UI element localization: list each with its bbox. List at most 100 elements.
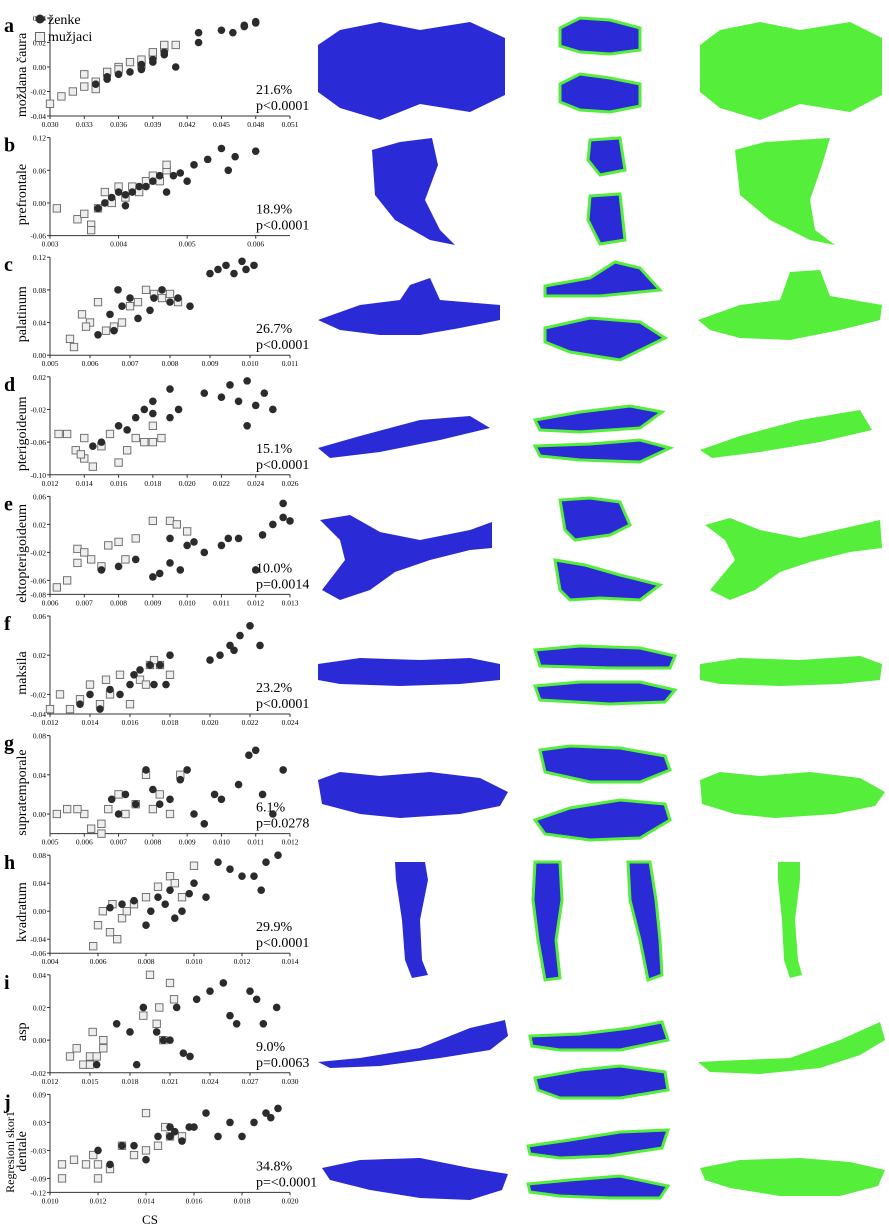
bone-overlay-render <box>533 644 678 670</box>
x-tick-label: 0.008 <box>110 598 127 607</box>
p-value: p=0.0014 <box>256 577 309 592</box>
female-point <box>130 671 138 679</box>
female-point <box>230 646 238 655</box>
male-point <box>140 437 149 447</box>
female-point <box>259 1020 268 1028</box>
female-point <box>203 155 212 164</box>
male-point <box>148 804 158 814</box>
female-point <box>176 775 185 784</box>
bone-overlay-render <box>533 1064 670 1100</box>
female-point <box>217 541 226 550</box>
x-tick-label: 0.008 <box>144 838 161 847</box>
female-point <box>150 294 158 302</box>
male-point <box>148 437 158 447</box>
female-point <box>217 393 226 402</box>
female-point <box>97 566 106 574</box>
p-value: p=0.0278 <box>256 817 309 832</box>
y-tick-label: 0.00 <box>33 351 46 360</box>
variance-percentage: 34.8% <box>256 1159 293 1174</box>
female-point <box>159 1036 168 1044</box>
female-point <box>91 80 100 88</box>
female-point <box>251 746 260 755</box>
female-point <box>118 900 126 908</box>
female-point <box>251 17 260 26</box>
female-point <box>132 1060 141 1069</box>
female-point <box>234 534 243 543</box>
male-point <box>69 342 79 352</box>
y-tick-label: -0.02 <box>30 405 46 414</box>
x-tick-label: 0.008 <box>138 957 155 966</box>
male-point <box>152 1019 161 1028</box>
male-point <box>165 809 175 819</box>
bone-row-e <box>320 496 882 602</box>
y-tick-label: -0.02 <box>30 548 46 557</box>
male-point <box>55 690 65 699</box>
male-point <box>153 1141 163 1150</box>
female-point <box>116 690 124 699</box>
male-point <box>86 824 96 833</box>
y-tick-label: -0.03 <box>30 1146 46 1155</box>
male-point <box>157 293 167 303</box>
male-point <box>148 48 158 57</box>
x-tick-label: 0.018 <box>122 1077 139 1086</box>
male-point <box>133 297 143 307</box>
x-tick-label: 0.012 <box>247 598 264 607</box>
x-tick-label: 0.006 <box>82 359 99 368</box>
female-point <box>149 177 157 185</box>
panel-letter: i <box>4 972 10 994</box>
female-point <box>134 314 142 323</box>
male-point <box>155 790 164 799</box>
female-point <box>274 851 282 859</box>
female-point <box>112 1020 121 1028</box>
bone-green-render <box>735 138 835 245</box>
male-point <box>165 289 175 299</box>
male-point <box>149 655 159 665</box>
y-tick-label: -0.08 <box>30 590 46 599</box>
female-point <box>114 422 123 430</box>
bone-blue-render <box>318 772 508 818</box>
bone-overlay-render <box>526 1174 671 1200</box>
male-point <box>81 322 91 331</box>
bone-blue-render <box>318 658 500 686</box>
y-tick-label: -0.06 <box>30 438 46 447</box>
male-point <box>182 527 192 536</box>
female-point <box>136 666 144 674</box>
y-axis-label: asp <box>15 1022 30 1041</box>
x-tick-label: 0.042 <box>179 120 196 129</box>
female-point <box>217 795 226 804</box>
x-tick-label: 0.012 <box>42 1077 59 1086</box>
female-point <box>150 680 158 689</box>
bone-row-b <box>372 136 835 246</box>
male-point <box>157 433 166 443</box>
legend-female-marker <box>35 14 45 24</box>
female-point <box>166 1036 174 1044</box>
female-point <box>238 872 246 880</box>
y-tick-label: 0.02 <box>33 1003 46 1012</box>
y-axis-label: pterigoideum <box>15 396 30 471</box>
male-point <box>141 1146 151 1155</box>
female-point <box>86 690 94 699</box>
female-point <box>226 865 234 873</box>
female-point <box>269 405 277 414</box>
x-tick-label: 0.006 <box>247 240 264 249</box>
female-point <box>171 1127 179 1136</box>
female-point <box>234 397 243 406</box>
male-point <box>93 921 103 930</box>
y-tick-label: 0.09 <box>33 1090 46 1099</box>
male-point <box>141 1108 151 1118</box>
male-point <box>73 558 82 568</box>
female-point <box>250 1118 258 1127</box>
female-point <box>178 907 186 915</box>
female-point <box>126 1028 134 1036</box>
female-point <box>131 800 140 808</box>
female-point <box>250 872 258 880</box>
male-point <box>114 537 123 547</box>
female-point <box>128 188 137 196</box>
male-point <box>80 809 89 819</box>
bone-green-render <box>700 22 882 120</box>
male-point <box>57 1160 67 1169</box>
male-point <box>125 700 135 709</box>
female-point <box>226 381 234 389</box>
p-value: p<0.0001 <box>256 99 309 114</box>
male-point <box>80 433 89 443</box>
